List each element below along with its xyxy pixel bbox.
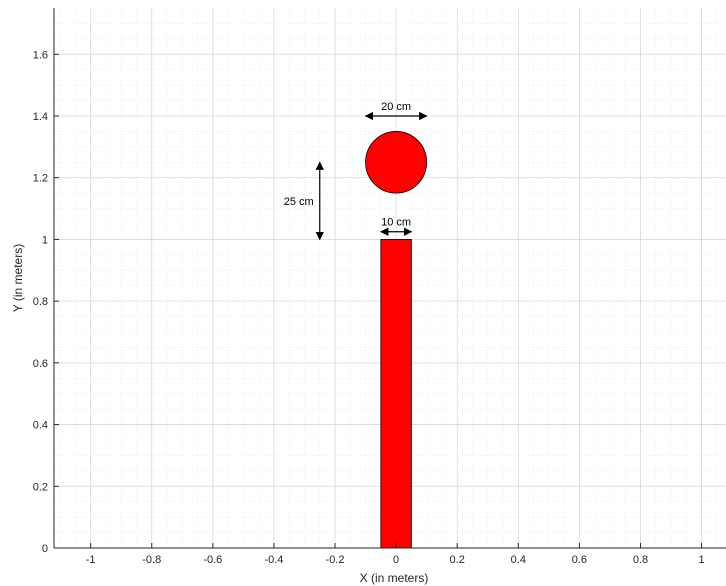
y-tick-label: 0.6 (33, 358, 48, 370)
y-tick-label: 0.8 (33, 296, 48, 308)
x-tick-label: 1 (699, 554, 705, 566)
rectangle-shape (380, 239, 412, 549)
axes (53, 8, 726, 549)
y-tick-label: 1.6 (33, 49, 48, 61)
y-axis-label: Y (in meters) (11, 244, 25, 312)
y-tick-label: 0 (42, 543, 48, 555)
annotations-layer: 20 cm 25 cm 10 cm (284, 101, 428, 241)
x-axis-label: X (in meters) (360, 571, 429, 585)
x-tick-label: -1 (86, 554, 96, 566)
dimension-label: 20 cm (381, 101, 411, 113)
ticks: -1 -0.8 -0.6 -0.4 -0.2 0 0.2 0.4 0.6 0.8 1 0 0.2 0.4 0… (33, 49, 705, 566)
y-tick-label: 0.4 (33, 420, 48, 432)
dimension-label: 25 cm (284, 196, 314, 208)
circle-shape (365, 131, 428, 194)
x-tick-label: 0 (393, 554, 399, 566)
dimension-label: 10 cm (381, 217, 411, 229)
x-tick-label: 0.2 (450, 554, 465, 566)
x-tick-label: 0.8 (633, 554, 648, 566)
x-tick-label: -0.8 (142, 554, 161, 566)
shapes-layer (365, 131, 428, 549)
x-tick-label: 0.6 (572, 554, 587, 566)
y-tick-label: 1.4 (33, 111, 48, 123)
x-tick-label: -0.4 (264, 554, 283, 566)
y-tick-label: 1 (42, 234, 48, 246)
x-tick-label: 0.4 (511, 554, 526, 566)
y-tick-label: 0.2 (33, 481, 48, 493)
y-tick-label: 1.2 (33, 173, 48, 185)
x-tick-label: -0.6 (203, 554, 222, 566)
x-tick-label: -0.2 (326, 554, 345, 566)
